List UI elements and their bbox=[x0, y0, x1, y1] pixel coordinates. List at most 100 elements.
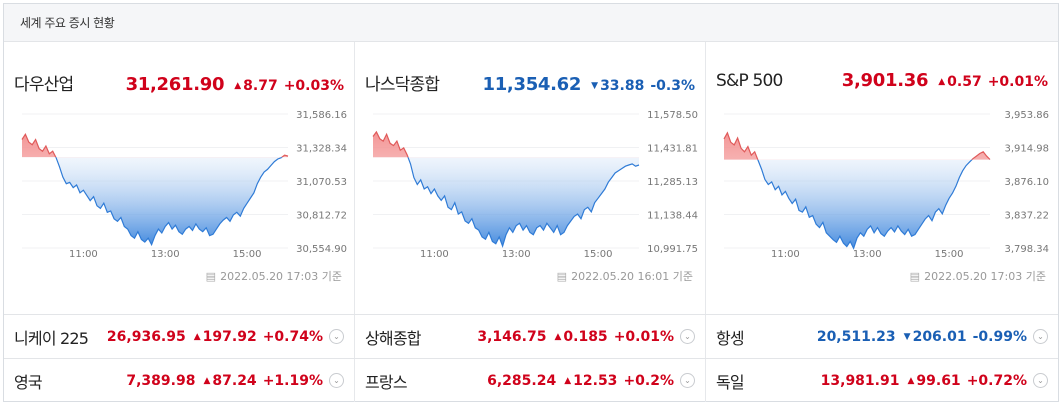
chevron-down-circle-icon[interactable]: ⌄ bbox=[1033, 373, 1048, 388]
index-cell-hangseng[interactable]: 항셍 20,511.23 ▼ 206.01 -0.99% ⌄ bbox=[706, 315, 1058, 358]
index-change: ▲ 197.92 bbox=[194, 329, 257, 345]
index-card-dow[interactable]: 다우산업 31,261.90 ▲ 8.77 +0.03% 31,586.16 31,… bbox=[4, 42, 355, 314]
intraday-chart[interactable]: 11,578.50 11,431.81 11,285.13 11,138.44 10,9… bbox=[365, 108, 699, 258]
triangle-up-icon: ▲ bbox=[907, 375, 915, 386]
change-value: 0.185 bbox=[563, 328, 608, 345]
triangle-up-icon: ▲ bbox=[554, 331, 562, 342]
index-name[interactable]: 항셍 bbox=[716, 328, 745, 348]
x-tick-label: 15:00 bbox=[233, 249, 262, 258]
y-tick-label: 31,328.34 bbox=[296, 144, 347, 155]
x-tick-label: 15:00 bbox=[584, 249, 613, 258]
index-name[interactable]: S&P 500 bbox=[716, 71, 783, 91]
index-row: 니케이 225 26,936.95 ▲ 197.92 +0.74% ⌄ 상해종합 … bbox=[4, 314, 1058, 358]
index-change-pct: -0.99% bbox=[972, 328, 1027, 345]
triangle-up-icon: ▲ bbox=[938, 77, 946, 87]
index-price: 26,936.95 bbox=[106, 328, 186, 345]
index-name[interactable]: 다우산업 bbox=[14, 75, 74, 95]
triangle-up-icon: ▲ bbox=[234, 81, 242, 91]
y-tick-label: 11,578.50 bbox=[647, 110, 698, 121]
price-line-down bbox=[407, 157, 640, 248]
timestamp-text: 2022.05.20 17:03 기준 bbox=[924, 270, 1046, 283]
intraday-chart[interactable]: 31,586.16 31,328.34 31,070.53 30,812.72 30,5… bbox=[14, 108, 348, 258]
y-tick-label: 10,991.75 bbox=[647, 244, 698, 255]
index-price: 7,389.98 bbox=[126, 372, 196, 389]
index-card-sp500[interactable]: S&P 500 3,901.36 ▲ 0.57 +0.01% 3,953.86 3,… bbox=[706, 42, 1058, 314]
index-change: ▲ 0.57 bbox=[938, 74, 981, 90]
y-tick-label: 30,812.72 bbox=[296, 211, 347, 222]
index-change: ▼ 33.88 bbox=[591, 78, 644, 94]
triangle-down-icon: ▼ bbox=[591, 81, 599, 91]
index-change: ▼ 206.01 bbox=[904, 329, 967, 345]
price-line-down bbox=[55, 157, 283, 247]
index-name[interactable]: 니케이 225 bbox=[14, 328, 89, 348]
triangle-down-icon: ▼ bbox=[903, 331, 911, 342]
x-tick-label: 13:00 bbox=[502, 249, 531, 258]
index-row: 영국 7,389.98 ▲ 87.24 +1.19% ⌄ 프랑스 6,285.24… bbox=[4, 358, 1058, 402]
world-stock-widget: 세계 주요 증시 현황 다우산업 31,261.90 ▲ 8.77 +0.03% … bbox=[3, 3, 1059, 402]
index-change: ▲ 0.185 bbox=[554, 329, 607, 345]
index-name[interactable]: 나스닥종합 bbox=[365, 75, 440, 95]
index-change-pct: +1.19% bbox=[262, 372, 323, 389]
index-change-pct: +0.72% bbox=[966, 372, 1027, 389]
index-price: 3,146.75 bbox=[477, 328, 547, 345]
y-tick-label: 31,586.16 bbox=[296, 110, 347, 121]
index-change: ▲ 12.53 bbox=[564, 373, 617, 389]
change-value: 206.01 bbox=[912, 328, 967, 345]
index-cards: 다우산업 31,261.90 ▲ 8.77 +0.03% 31,586.16 31,… bbox=[4, 42, 1058, 314]
index-change-pct: -0.3% bbox=[650, 78, 695, 94]
timestamp-text: 2022.05.20 17:03 기준 bbox=[220, 270, 342, 283]
index-cell-uk[interactable]: 영국 7,389.98 ▲ 87.24 +1.19% ⌄ bbox=[4, 359, 355, 402]
timestamp: ▤ 2022.05.20 17:03 기준 bbox=[910, 268, 1046, 284]
area-above-reference bbox=[22, 134, 288, 158]
y-tick-label: 3,953.86 bbox=[1004, 110, 1049, 121]
x-tick-label: 13:00 bbox=[151, 249, 180, 258]
chevron-down-circle-icon[interactable]: ⌄ bbox=[329, 373, 344, 388]
index-cell-france[interactable]: 프랑스 6,285.24 ▲ 12.53 +0.2% ⌄ bbox=[355, 359, 706, 402]
index-price: 6,285.24 bbox=[487, 372, 557, 389]
index-cell-germany[interactable]: 독일 13,981.91 ▲ 99.61 +0.72% ⌄ bbox=[706, 359, 1058, 402]
widget-header: 세계 주요 증시 현황 bbox=[4, 4, 1058, 42]
area-below-reference bbox=[373, 157, 639, 247]
index-price: 31,261.90 bbox=[125, 74, 225, 95]
index-card-nasdaq[interactable]: 나스닥종합 11,354.62 ▼ 33.88 -0.3% 11,578.50 11… bbox=[355, 42, 706, 314]
change-value: 33.88 bbox=[600, 78, 645, 94]
area-below-reference bbox=[22, 157, 288, 245]
index-change: ▲ 8.77 bbox=[234, 78, 277, 94]
area-above-reference bbox=[373, 131, 409, 158]
index-price: 3,901.36 bbox=[841, 70, 929, 91]
other-indices: 니케이 225 26,936.95 ▲ 197.92 +0.74% ⌄ 상해종합 … bbox=[4, 314, 1058, 402]
index-cell-shanghai[interactable]: 상해종합 3,146.75 ▲ 0.185 +0.01% ⌄ bbox=[355, 315, 706, 358]
x-tick-label: 13:00 bbox=[853, 249, 882, 258]
index-change-pct: +0.03% bbox=[283, 78, 344, 94]
index-name[interactable]: 독일 bbox=[716, 372, 745, 392]
chevron-down-circle-icon[interactable]: ⌄ bbox=[680, 329, 695, 344]
area-below-reference bbox=[724, 159, 990, 249]
timestamp: ▤ 2022.05.20 16:01 기준 bbox=[557, 268, 693, 284]
change-value: 197.92 bbox=[202, 328, 257, 345]
index-name[interactable]: 상해종합 bbox=[365, 328, 421, 348]
timestamp-text: 2022.05.20 16:01 기준 bbox=[571, 270, 693, 283]
triangle-up-icon: ▲ bbox=[203, 375, 211, 386]
y-tick-label: 11,431.81 bbox=[647, 144, 698, 155]
index-price: 11,354.62 bbox=[482, 74, 582, 95]
card-head: S&P 500 3,901.36 ▲ 0.57 +0.01% bbox=[716, 70, 1048, 94]
chevron-down-circle-icon[interactable]: ⌄ bbox=[1033, 329, 1048, 344]
card-head: 다우산업 31,261.90 ▲ 8.77 +0.03% bbox=[14, 70, 344, 95]
y-tick-label: 11,285.13 bbox=[647, 177, 698, 188]
intraday-chart[interactable]: 3,953.86 3,914.98 3,876.10 3,837.22 3,798.34… bbox=[716, 108, 1050, 258]
calendar-icon: ▤ bbox=[909, 269, 921, 283]
index-price: 20,511.23 bbox=[816, 328, 896, 345]
change-value: 0.57 bbox=[947, 74, 982, 90]
index-name[interactable]: 프랑스 bbox=[365, 372, 408, 392]
chevron-down-circle-icon[interactable]: ⌄ bbox=[329, 329, 344, 344]
index-change-pct: +0.01% bbox=[613, 328, 674, 345]
index-cell-nikkei[interactable]: 니케이 225 26,936.95 ▲ 197.92 +0.74% ⌄ bbox=[4, 315, 355, 358]
index-name[interactable]: 영국 bbox=[14, 372, 43, 392]
area-above-reference bbox=[724, 132, 990, 160]
calendar-icon: ▤ bbox=[205, 269, 217, 283]
chevron-down-circle-icon[interactable]: ⌄ bbox=[680, 373, 695, 388]
price-line-down bbox=[757, 159, 990, 250]
index-change: ▲ 99.61 bbox=[907, 373, 960, 389]
change-value: 87.24 bbox=[212, 372, 257, 389]
index-change-pct: +0.2% bbox=[623, 372, 674, 389]
